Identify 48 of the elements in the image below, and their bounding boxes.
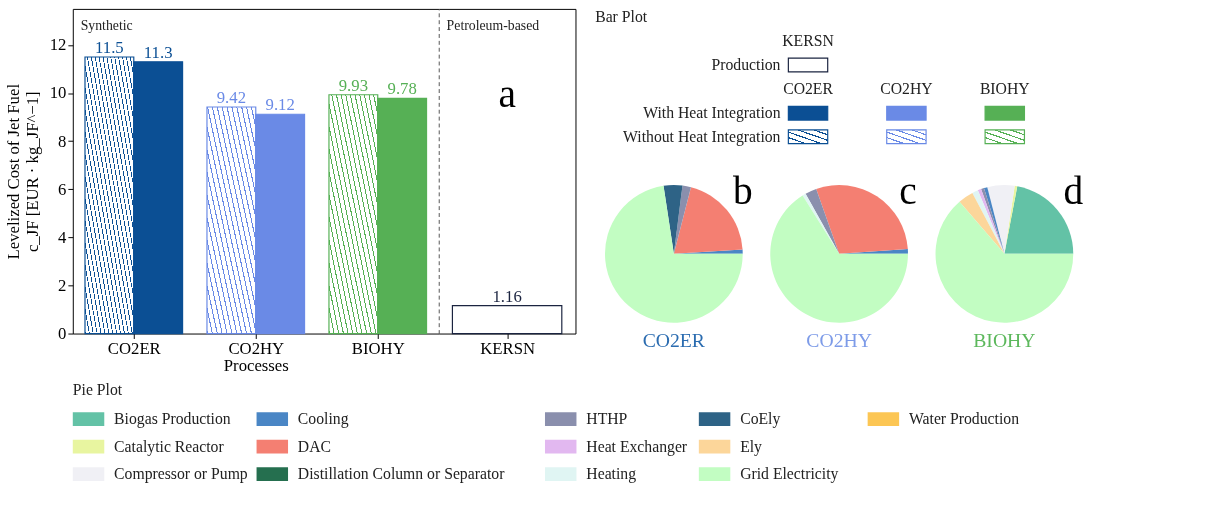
legend-label: DAC bbox=[297, 437, 332, 455]
text: d bbox=[1063, 168, 1084, 213]
y-tick-label: 2 bbox=[58, 275, 67, 295]
data-label: 9.42 bbox=[216, 88, 247, 108]
legend-label: Water Production bbox=[908, 410, 1020, 428]
y-tick-label: 0 bbox=[58, 323, 67, 343]
y-tick-label: 10 bbox=[49, 83, 67, 103]
category-label: BIOHY bbox=[979, 80, 1030, 98]
legend-title: Bar Plot bbox=[595, 7, 648, 25]
x-tick-label: BIOHY bbox=[351, 338, 405, 358]
legend-title: Pie Plot bbox=[72, 380, 123, 398]
text: Synthetic bbox=[80, 17, 133, 33]
data-label: 1.16 bbox=[492, 286, 522, 306]
data-label: 9.12 bbox=[265, 95, 295, 115]
legend-label: Compressor or Pump bbox=[114, 465, 248, 484]
annotation: a bbox=[498, 72, 516, 117]
legend-label: Grid Electricity bbox=[740, 465, 839, 484]
data-label: 9.78 bbox=[387, 79, 417, 99]
legend-label: Ely bbox=[740, 437, 763, 456]
category-label: CO2ER bbox=[783, 80, 833, 98]
x-tick-label: CO2HY bbox=[228, 338, 285, 358]
x-axis-title: Processes bbox=[223, 356, 289, 376]
legend-label: Heat Exchanger bbox=[586, 437, 688, 456]
legend-label: Without Heat Integration bbox=[623, 127, 781, 146]
y-axis-title: Levelized Cost of Jet Fuel c_JF [EUR · kg_JF^−1] bbox=[4, 83, 42, 260]
y-tick-label: 4 bbox=[58, 227, 68, 247]
legend-label: Biogas Production bbox=[114, 410, 231, 429]
y-tick-label: 12 bbox=[49, 35, 67, 55]
legend-label: HTHP bbox=[586, 410, 628, 428]
text: Petroleum-based bbox=[446, 17, 540, 33]
category-label: CO2HY bbox=[880, 80, 933, 98]
data-label: 11.5 bbox=[95, 38, 124, 58]
legend-label: Heating bbox=[586, 465, 637, 484]
category-label: KERSN bbox=[782, 32, 834, 50]
text: c bbox=[899, 168, 917, 213]
text: b bbox=[732, 168, 753, 213]
x-tick-label: KERSN bbox=[480, 338, 536, 358]
legend-label: Cooling bbox=[297, 410, 349, 429]
legend-label: With Heat Integration bbox=[643, 104, 781, 123]
text: Production bbox=[711, 55, 781, 73]
data-label: 9.93 bbox=[338, 75, 368, 95]
data-label: 11.3 bbox=[143, 42, 173, 62]
x-tick-label: CO2ER bbox=[107, 338, 162, 358]
legend-label: CoEly bbox=[740, 410, 781, 429]
y-tick-label: 8 bbox=[58, 131, 67, 151]
y-tick-label: 6 bbox=[58, 179, 67, 199]
legend-label: Distillation Column or Separator bbox=[297, 465, 506, 484]
legend-label: Catalytic Reactor bbox=[114, 437, 225, 456]
